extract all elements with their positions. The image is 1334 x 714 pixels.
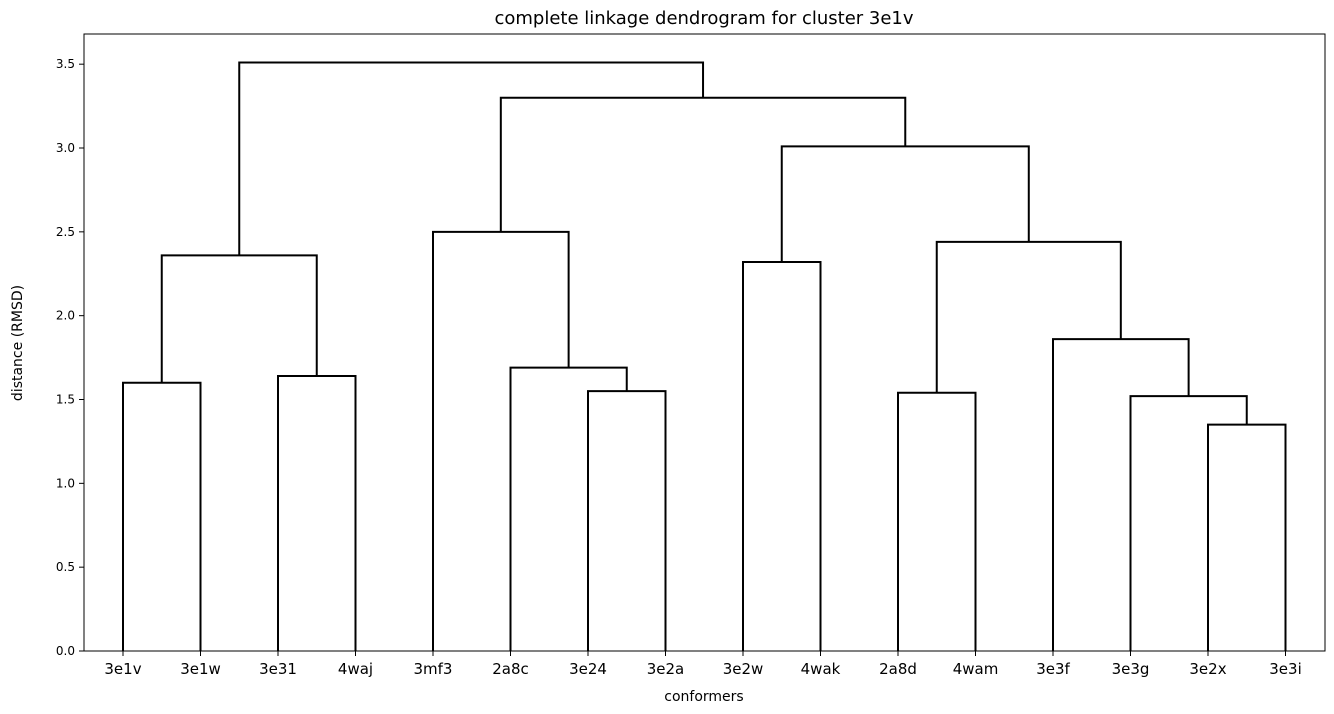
y-tick-label: 3.5	[56, 57, 75, 71]
dendrogram-link	[742, 261, 822, 651]
dendrogram-link	[897, 391, 977, 651]
leaf-label: 4waj	[338, 660, 373, 678]
dendrogram-link	[935, 240, 1122, 393]
dendrogram-link	[1207, 423, 1287, 651]
dendrogram-link	[432, 230, 570, 651]
y-axis-label: distance (RMSD)	[10, 285, 26, 401]
leaf-label: 3e3i	[1269, 660, 1301, 678]
dendrogram-link	[160, 254, 318, 383]
dendrogram-link	[1052, 338, 1190, 651]
leaf-label: 3e2x	[1189, 660, 1226, 678]
leaf-label: 3e31	[259, 660, 297, 678]
x-axis-label: conformers	[664, 689, 743, 705]
leaf-label: 2a8d	[879, 660, 917, 678]
dendrogram-link	[238, 61, 705, 256]
leaf-label: 3e3g	[1112, 660, 1150, 678]
leaf-label: 3e24	[569, 660, 607, 678]
y-tick-label: 1.0	[56, 476, 75, 490]
chart-title: complete linkage dendrogram for cluster …	[494, 8, 913, 29]
x-axis: 3e1v 3e1w 3e31 4waj 3mf3 2a8c 3e24 3e2a 3e2w 4wak…	[104, 651, 1302, 678]
leaf-label: 2a8c	[492, 660, 529, 678]
y-tick-label: 2.5	[56, 225, 75, 239]
dendrogram-link	[780, 145, 1030, 263]
dendrogram-link	[277, 375, 357, 651]
y-tick-label: 0.0	[56, 644, 75, 658]
dendrogram-link	[587, 390, 667, 651]
plot-frame	[83, 33, 1326, 652]
dendrogram-link	[122, 381, 202, 651]
y-tick-label: 3.0	[56, 141, 75, 155]
leaf-label: 3e2w	[723, 660, 764, 678]
leaf-label: 4wak	[801, 660, 841, 678]
leaf-label: 3e1w	[180, 660, 221, 678]
leaf-label: 4wam	[953, 660, 999, 678]
dendrogram-link	[499, 96, 907, 232]
leaf-label: 3e1v	[104, 660, 141, 678]
y-tick-label: 2.0	[56, 309, 75, 323]
leaf-label: 3e2a	[647, 660, 685, 678]
leaf-label: 3mf3	[414, 660, 453, 678]
y-tick-label: 1.5	[56, 393, 75, 407]
dendrogram-links	[122, 61, 1287, 651]
y-tick-label: 0.5	[56, 560, 75, 574]
dendrogram-link	[1129, 395, 1248, 651]
y-axis: 0.0 0.5 1.0 1.5 2.0 2.5 3.0 3.5	[56, 57, 84, 658]
dendrogram-link	[509, 366, 628, 651]
leaf-label: 3e3f	[1036, 660, 1070, 678]
